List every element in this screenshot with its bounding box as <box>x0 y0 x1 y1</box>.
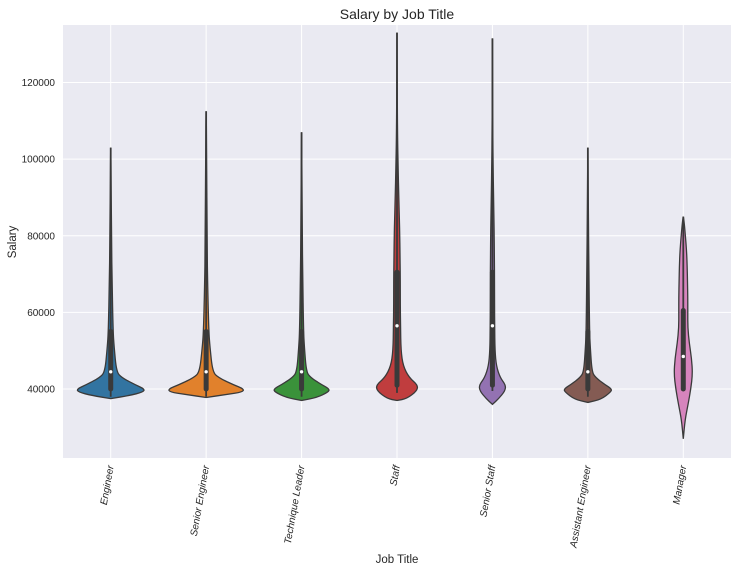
violin-median-dot <box>395 324 399 328</box>
violin-manager <box>673 216 693 439</box>
violin-median-dot <box>299 370 304 374</box>
violin-median-dot <box>681 354 685 359</box>
y-tick-label: 120000 <box>22 78 56 89</box>
violin-engineer <box>76 147 145 400</box>
y-axis-label: Salary <box>7 225 19 258</box>
violins <box>76 32 693 439</box>
y-tick-label: 60000 <box>27 308 55 319</box>
x-tick-label: Assistant Engineer <box>568 464 594 550</box>
y-tick-label: 100000 <box>22 155 56 166</box>
violin-staff <box>375 32 419 402</box>
violin-median-dot <box>490 324 495 328</box>
y-tick-label: 80000 <box>27 231 55 242</box>
x-axis-label: Job Title <box>376 554 419 566</box>
x-tick-label: Engineer <box>99 464 117 506</box>
chart-title: Salary by Job Title <box>340 6 455 22</box>
x-tick-label: Technique Leader <box>283 464 308 545</box>
violin-senior-engineer <box>168 111 244 399</box>
y-tick-label: 40000 <box>27 385 55 396</box>
violin-senior-staff <box>478 38 507 406</box>
x-tick-labels: Engineer Senior Engineer Technique Leader S… <box>99 463 689 549</box>
violin-median-dot <box>204 370 208 374</box>
violin-median-dot <box>109 370 113 374</box>
violin-technique-leader <box>273 132 330 402</box>
x-tick-label: Manager <box>672 464 690 505</box>
x-tick-label: Senior Staff <box>478 463 498 518</box>
y-tick-labels: 40000 60000 80000 100000 120000 <box>22 78 56 396</box>
violin-median-dot <box>586 370 590 374</box>
violin-assistant-engineer <box>563 147 612 404</box>
x-tick-label: Staff <box>389 463 404 486</box>
x-tick-label: Senior Engineer <box>189 464 212 537</box>
